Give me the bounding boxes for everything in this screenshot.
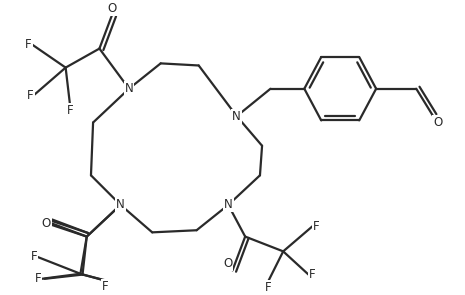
Text: F: F [27, 88, 34, 101]
Text: O: O [107, 2, 117, 15]
Text: F: F [31, 250, 37, 263]
Text: O: O [223, 257, 232, 271]
Text: F: F [35, 272, 41, 285]
Text: N: N [224, 199, 232, 212]
Text: F: F [101, 280, 108, 293]
Text: N: N [232, 110, 241, 123]
Text: N: N [116, 199, 125, 212]
Text: F: F [265, 281, 272, 294]
Text: F: F [309, 268, 315, 281]
Text: O: O [41, 217, 51, 230]
Text: N: N [125, 82, 133, 95]
Text: F: F [313, 219, 319, 232]
Text: F: F [66, 104, 73, 117]
Text: F: F [25, 38, 32, 51]
Text: O: O [433, 116, 442, 129]
